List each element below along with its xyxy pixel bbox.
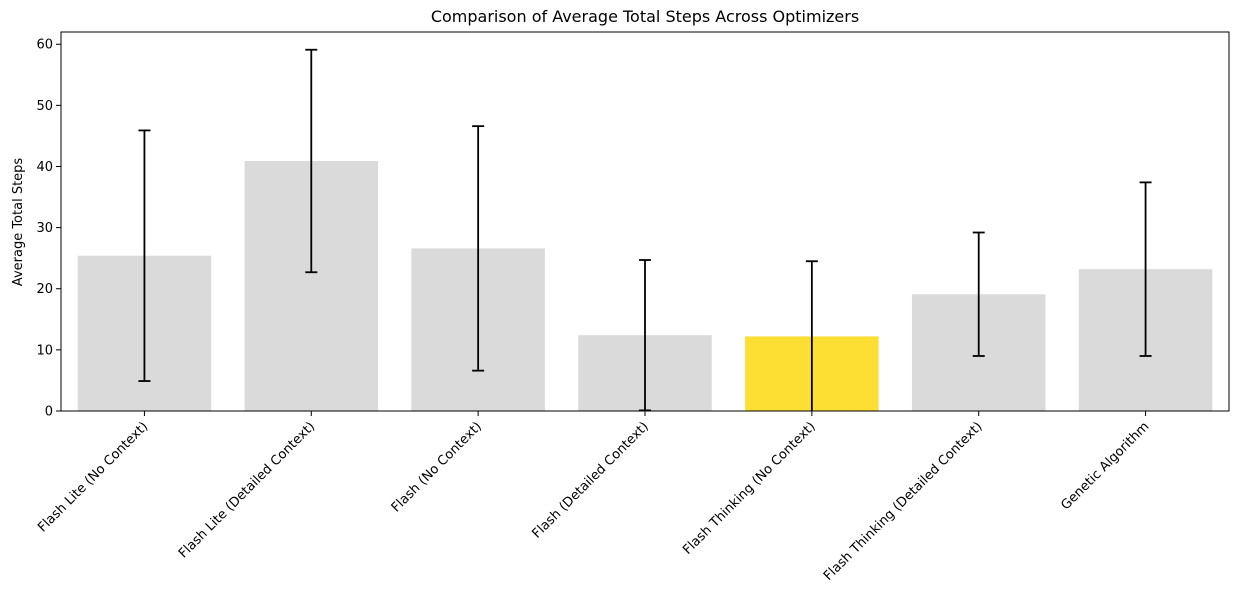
y-tick-label: 20 bbox=[36, 282, 53, 297]
x-tick-label: Flash (Detailed Context) bbox=[530, 419, 652, 541]
y-tick-label: 40 bbox=[36, 160, 53, 175]
x-tick-label: Genetic Algorithm bbox=[1058, 419, 1152, 513]
y-tick-label: 0 bbox=[45, 405, 53, 420]
error-bars-group bbox=[138, 48, 1152, 412]
x-tick-label: Flash Thinking (Detailed Context) bbox=[821, 419, 986, 584]
x-axis-ticks: Flash Lite (No Context) Flash Lite (Detai… bbox=[35, 411, 1152, 584]
x-tick-label: Flash Thinking (No Context) bbox=[680, 419, 819, 558]
plot-frame bbox=[60, 31, 1230, 412]
x-tick-label: Flash (No Context) bbox=[389, 419, 485, 515]
y-axis-label: Average Total Steps bbox=[11, 158, 26, 287]
y-tick-label: 30 bbox=[36, 221, 53, 236]
x-tick-label: Flash Lite (Detailed Context) bbox=[176, 419, 318, 561]
chart-title: Comparison of Average Total Steps Across… bbox=[431, 7, 859, 26]
y-tick-label: 60 bbox=[36, 38, 53, 53]
y-axis-ticks: 0 10 20 30 40 50 60 bbox=[36, 38, 61, 420]
y-tick-label: 10 bbox=[36, 343, 53, 358]
x-tick-label: Flash Lite (No Context) bbox=[35, 419, 151, 535]
y-tick-label: 50 bbox=[36, 99, 53, 114]
